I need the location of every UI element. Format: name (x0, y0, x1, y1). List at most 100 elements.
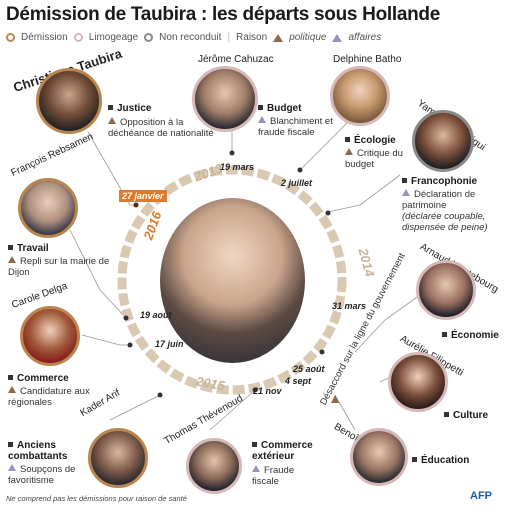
bullet-icon (252, 442, 257, 447)
minister-name-cahuzac: Jérôme Cahuzac (198, 54, 274, 65)
dot-cahuzac (229, 150, 235, 156)
date-montebourg-group: 25 août (293, 364, 325, 374)
legend-affaires: affaires (348, 32, 382, 43)
politique-triangle-icon (273, 33, 284, 42)
reason-label: Blanchiment et fraude fiscale (258, 116, 333, 138)
politique-triangle-icon (8, 256, 16, 263)
legend-separator: | (227, 32, 231, 43)
page-title: Démission de Taubira : les départs sous … (6, 4, 440, 25)
benguigui-portrait (412, 110, 474, 172)
legend-limogeage: Limogeage (88, 32, 139, 43)
dept-cahuzac: Budget (258, 103, 301, 114)
dot-benguigui (325, 210, 331, 216)
filippetti-portrait (388, 352, 448, 412)
hamon-portrait (350, 428, 408, 486)
date-batho: 2 juillet (281, 178, 313, 188)
reason-cahuzac: Blanchiment et fraude fiscale (258, 116, 338, 138)
afp-label: AFP (470, 490, 492, 502)
arif-portrait (88, 428, 148, 488)
reason-label: Repli sur la mairie de Dijon (8, 256, 110, 278)
dept-delga: Commerce (8, 373, 69, 384)
reason-label: Fraude fiscale (252, 465, 295, 487)
dept-label: Budget (267, 103, 302, 114)
dept-montebourg: Économie (442, 330, 499, 341)
dept-label: Francophonie (411, 176, 478, 187)
date-arif: 21 nov (253, 386, 282, 396)
dot-rebsamen (123, 315, 129, 321)
footnote: Ne comprend pas les démissions pour rais… (6, 494, 187, 503)
non-reconduit-ring-icon (144, 33, 154, 42)
reason-thevenoud: Fraude fiscale (252, 465, 312, 487)
politique-triangle-icon (108, 117, 116, 124)
bullet-icon (8, 245, 13, 250)
dept-rebsamen: Travail (8, 243, 49, 254)
legend-politique: politique (289, 32, 327, 43)
dot-thevenoud (252, 387, 258, 393)
dept-batho: Écologie (345, 135, 396, 146)
year-ring (117, 165, 347, 395)
connector-arif (109, 394, 161, 421)
dept-label: Justice (117, 103, 152, 114)
connector-thevenoud (209, 389, 256, 431)
date-thevenoud: 4 sept (285, 376, 312, 386)
demission-ring-icon (6, 33, 15, 42)
bullet-icon (8, 375, 13, 380)
connector-rebsamen (69, 229, 127, 319)
bullet-icon (8, 442, 13, 447)
reason-taubira: Opposition à la déchéance de nationalité (108, 117, 218, 139)
group-reason-triangle (331, 395, 339, 403)
reason-label: Opposition à la déchéance de nationalité (108, 117, 214, 139)
bullet-icon (258, 105, 263, 110)
bullet-icon (402, 178, 407, 183)
dept-label: Éducation (421, 455, 470, 466)
rebsamen-portrait (18, 178, 78, 238)
politique-triangle-icon (345, 148, 353, 155)
afp-logo: AFP (470, 490, 492, 502)
dept-label: Commerce extérieur (252, 440, 313, 462)
dept-taubira: Justice (108, 103, 151, 114)
batho-portrait (330, 66, 390, 126)
dept-label: Travail (17, 243, 49, 254)
connector-montebourg (354, 294, 421, 353)
affaires-triangle-icon (252, 465, 260, 472)
affaires-triangle-icon (8, 464, 16, 471)
affaires-triangle-icon (402, 189, 410, 196)
reason-label: Candidature aux régionales (8, 386, 90, 408)
cahuzac-portrait (192, 66, 258, 132)
limogeage-ring-icon (73, 33, 83, 42)
dept-thevenoud: Commerce extérieur (252, 440, 322, 462)
affaires-triangle-icon (258, 116, 266, 123)
date-cahuzac: 19 mars (220, 162, 255, 172)
reason-benguigui: Déclaration de patrimoine (déclarée coupa… (402, 189, 502, 233)
dot-arif (157, 392, 163, 398)
dept-hamon: Éducation (412, 455, 469, 466)
taubira-portrait (36, 68, 102, 134)
legend-demission: Démission (21, 32, 68, 43)
dept-filippetti: Culture (444, 410, 488, 421)
reason-arif: Soupçons de favoritisme (8, 464, 88, 486)
dept-label: Anciens combattants (8, 440, 68, 462)
legend: Démission Limogeage Non reconduit | Rais… (6, 32, 381, 43)
legend-non-reconduit: Non reconduit (159, 32, 222, 43)
reason-delga: Candidature aux régionales (8, 386, 98, 408)
dept-label: Économie (451, 330, 499, 341)
dept-benguigui: Francophonie (402, 176, 477, 187)
dept-label: Écologie (354, 135, 396, 146)
connector-hamon (334, 394, 356, 431)
reason-label: Soupçons de favoritisme (8, 464, 76, 486)
bullet-icon (412, 457, 417, 462)
reason-label: Critique du budget (345, 148, 403, 170)
dept-label: Culture (453, 410, 488, 421)
date-taubira: 27 janvier (119, 190, 167, 202)
reason-note: (déclarée coupable, dispensée de peine) (402, 211, 488, 233)
dot-batho (297, 167, 303, 173)
dept-arif: Anciens combattants (8, 440, 88, 462)
politique-triangle-icon (8, 386, 16, 393)
reason-label: Déclaration de patrimoine (402, 189, 476, 211)
dot-taubira (133, 202, 139, 208)
date-delga: 17 juin (155, 339, 184, 349)
bullet-icon (108, 105, 113, 110)
hollande-portrait (160, 198, 305, 363)
minister-name-batho: Delphine Batho (333, 54, 402, 65)
